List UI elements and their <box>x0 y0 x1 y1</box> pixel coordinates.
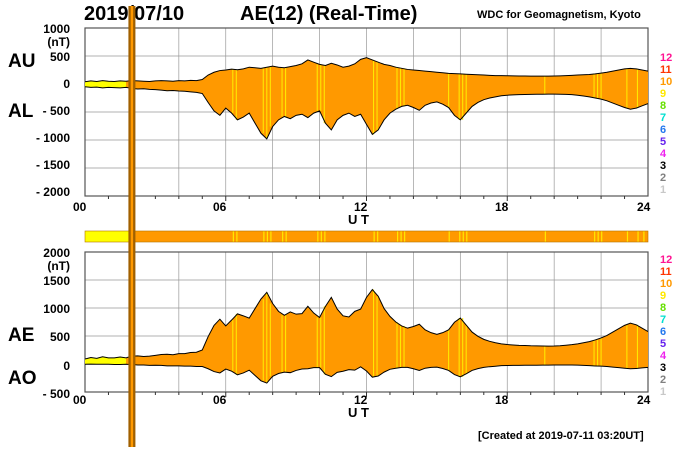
legend-top-entry-6: 6 <box>660 124 667 136</box>
legend-bottom-entry-6: 6 <box>660 326 667 338</box>
top-ytick-minus1500: - 1500 <box>35 158 70 172</box>
legend-top: 12 11 10 9 8 7 6 5 4 3 2 1 <box>660 52 678 196</box>
top-xtick-06: 06 <box>213 200 227 214</box>
bottom-unit-label: (nT) <box>47 259 70 273</box>
top-unit-label: (nT) <box>47 35 70 49</box>
legend-top-entry-3: 3 <box>660 160 667 172</box>
legend-bottom-entry-4: 4 <box>660 350 667 362</box>
legend-top-entry-10: 10 <box>660 76 673 88</box>
series-label-ae: AE <box>8 325 35 346</box>
bottom-xtick-00: 00 <box>73 393 87 407</box>
legend-bottom-entry-3: 3 <box>660 362 667 374</box>
legend-top-entry-1: 1 <box>660 184 667 196</box>
legend-bottom-entry-2: 2 <box>660 374 667 386</box>
top-ytick-1000: 1000 <box>43 22 70 36</box>
legend-top-entry-5: 5 <box>660 136 667 148</box>
legend-bottom-entry-5: 5 <box>660 338 667 350</box>
legend-bottom-entry-10: 10 <box>660 278 673 290</box>
top-xaxis-title: U T <box>348 212 369 227</box>
bottom-ytick-1000: 1000 <box>43 302 70 316</box>
legend-top-entry-11: 11 <box>660 64 672 76</box>
top-ytick-500: 500 <box>49 50 70 64</box>
legend-bottom-entry-11: 11 <box>660 266 672 278</box>
top-ytick-minus1000: - 1000 <box>35 131 70 145</box>
top-xtick-18: 18 <box>495 200 509 214</box>
bottom-xaxis-title: U T <box>348 405 369 420</box>
credit-label: WDC for Geomagnetism, Kyoto <box>477 9 641 21</box>
page-title-index: AE(12) (Real-Time) <box>240 3 418 25</box>
bottom-panel-trace <box>85 288 648 384</box>
legend-top-entry-7: 7 <box>660 112 667 124</box>
panel-grid <box>84 27 649 201</box>
legend-bottom-entry-1: 1 <box>660 386 667 398</box>
series-label-ao: AO <box>8 368 37 389</box>
series-label-al: AL <box>8 101 34 122</box>
bottom-ytick-minus500: - 500 <box>42 387 70 401</box>
bottom-ytick-0: 0 <box>63 359 70 373</box>
top-panel-trace <box>85 57 648 140</box>
legend-top-entry-4: 4 <box>660 148 667 160</box>
legend-top-entry-9: 9 <box>660 88 667 100</box>
bottom-xtick-12: 12 <box>354 393 368 407</box>
series-label-au: AU <box>8 51 36 72</box>
legend-top-entry-12: 12 <box>660 52 673 64</box>
top-xtick-00: 00 <box>73 200 87 214</box>
top-ytick-0: 0 <box>63 77 70 91</box>
top-ytick-minus500: - 500 <box>42 104 70 118</box>
vertical-marker-line <box>128 6 136 447</box>
station-count-band <box>84 230 649 243</box>
legend-bottom: 12 11 10 9 8 7 6 5 4 3 2 1 <box>660 254 678 398</box>
bottom-xtick-18: 18 <box>495 393 509 407</box>
legend-bottom-entry-8: 8 <box>660 302 667 314</box>
top-xtick-12: 12 <box>354 200 368 214</box>
legend-top-entry-8: 8 <box>660 100 667 112</box>
created-timestamp: [Created at 2019-07-11 03:20UT] <box>478 430 644 442</box>
legend-bottom-entry-9: 9 <box>660 290 667 302</box>
bottom-ytick-1500: 1500 <box>43 274 70 288</box>
bottom-ytick-2000: 2000 <box>43 246 70 260</box>
legend-bottom-entry-12: 12 <box>660 254 673 266</box>
top-ytick-minus2000: - 2000 <box>35 185 70 199</box>
bottom-ytick-500: 500 <box>49 330 70 344</box>
bottom-xtick-24: 24 <box>637 393 651 407</box>
top-xtick-24: 24 <box>637 200 651 214</box>
legend-bottom-entry-7: 7 <box>660 314 667 326</box>
bottom-xtick-06: 06 <box>213 393 227 407</box>
legend-top-entry-2: 2 <box>660 172 667 184</box>
